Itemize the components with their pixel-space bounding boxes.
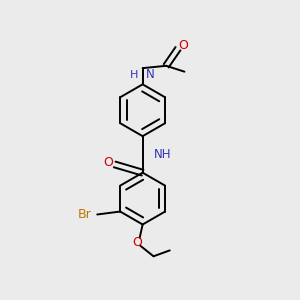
- Text: O: O: [178, 39, 188, 52]
- Text: O: O: [132, 236, 142, 249]
- Text: NH: NH: [154, 148, 171, 161]
- Text: O: O: [103, 157, 113, 169]
- Text: Br: Br: [78, 208, 91, 221]
- Text: N: N: [146, 68, 154, 81]
- Text: H: H: [130, 70, 139, 80]
